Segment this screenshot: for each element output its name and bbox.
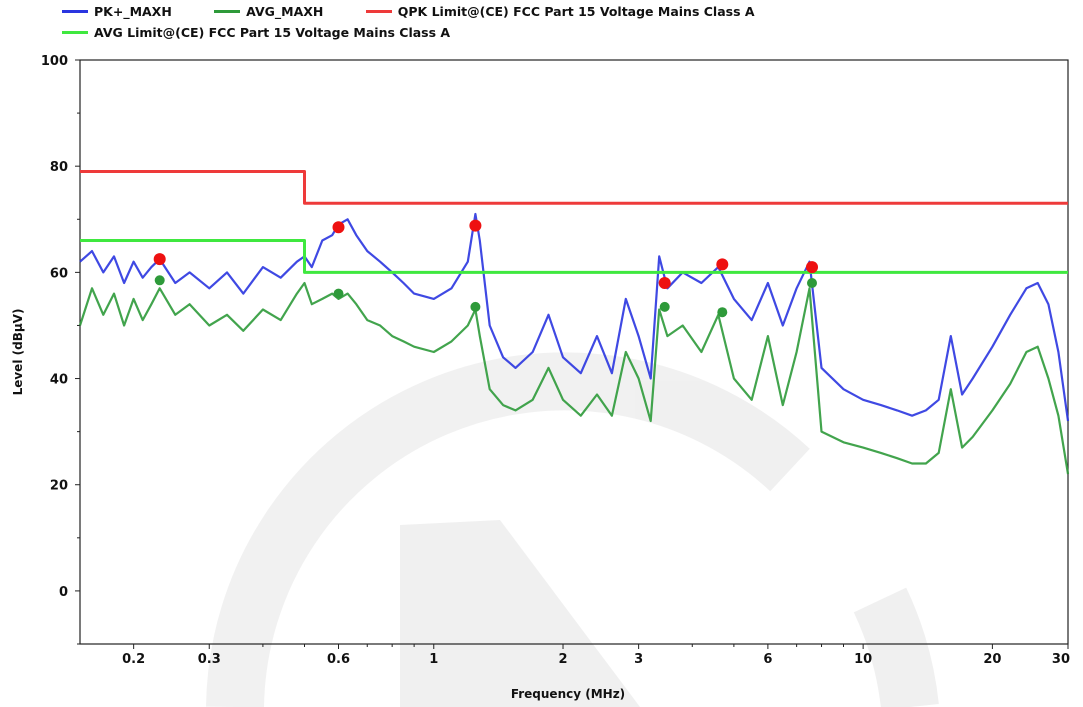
y-tick-label: 60	[50, 266, 68, 281]
y-tick-label: 20	[50, 479, 68, 494]
x-tick-label: 30	[1052, 652, 1070, 667]
y-tick-label: 0	[59, 585, 68, 600]
legend-row-1: PK+_MAXH AVG_MAXH QPK Limit@(CE) FCC Par…	[62, 2, 1062, 23]
qpk-marker	[806, 261, 818, 274]
x-tick-label: 0.6	[327, 652, 350, 667]
x-tick-label: 20	[983, 652, 1001, 667]
legend-label-qpk-limit: QPK Limit@(CE) FCC Part 15 Voltage Mains…	[397, 3, 755, 19]
x-tick-label: 3	[634, 652, 643, 667]
watermark	[206, 352, 939, 707]
qpk-marker	[332, 221, 345, 234]
avg-marker	[154, 275, 165, 286]
series-line-avg	[78, 281, 1070, 475]
avg-marker	[470, 301, 481, 312]
avg-marker	[717, 307, 728, 318]
legend-swatch-avg-limit	[62, 30, 88, 34]
legend-swatch-avg	[214, 9, 241, 13]
qpk-marker	[469, 219, 482, 232]
x-axis-label: Frequency (MHz)	[511, 687, 625, 701]
y-axis-label: Level (dBµV)	[11, 309, 25, 396]
avg-marker	[807, 278, 817, 288]
legend-row-2: AVG Limit@(CE) FCC Part 15 Voltage Mains…	[62, 23, 1062, 44]
y-tick-label: 40	[50, 373, 68, 388]
x-tick-label: 10	[854, 652, 872, 667]
series-layer	[78, 170, 1070, 475]
series-line-qpk-limit	[80, 170, 1068, 205]
series-line-avg-limit	[80, 239, 1068, 274]
legend-item-pk: PK+_MAXH	[62, 3, 172, 19]
x-tick-label: 2	[558, 652, 567, 667]
legend-item-qpk-limit: QPK Limit@(CE) FCC Part 15 Voltage Mains…	[365, 3, 755, 19]
x-tick-label: 0.3	[198, 652, 221, 667]
legend-swatch-qpk-limit	[365, 9, 392, 13]
y-tick-label: 100	[41, 54, 68, 69]
y-tick-label: 80	[50, 160, 68, 175]
x-tick-label: 6	[763, 652, 772, 667]
legend-swatch-pk	[62, 9, 88, 13]
legend-label-avg: AVG_MAXH	[246, 3, 324, 19]
x-tick-label: 0.2	[122, 652, 145, 667]
avg-marker	[659, 301, 670, 312]
series-line-pk	[79, 212, 1070, 422]
legend-item-avg-limit: AVG Limit@(CE) FCC Part 15 Voltage Mains…	[62, 24, 450, 40]
legend-label-pk: PK+_MAXH	[94, 3, 172, 19]
x-tick-label: 1	[429, 652, 438, 667]
legend-label-avg-limit: AVG Limit@(CE) FCC Part 15 Voltage Mains…	[94, 24, 451, 40]
legend: PK+_MAXH AVG_MAXH QPK Limit@(CE) FCC Par…	[62, 2, 1062, 44]
plot-area	[79, 59, 1069, 645]
qpk-marker	[153, 253, 166, 266]
marker-layer	[153, 219, 818, 318]
x-axis: 0.2 0.3 0.6 1 2 3 6 10 20 30	[122, 644, 1070, 667]
qpk-marker	[716, 258, 729, 271]
legend-item-avg: AVG_MAXH	[214, 3, 323, 19]
avg-marker	[333, 288, 344, 299]
y-axis: 0 20 40 60 80 100	[41, 54, 80, 645]
qpk-marker	[658, 277, 671, 289]
